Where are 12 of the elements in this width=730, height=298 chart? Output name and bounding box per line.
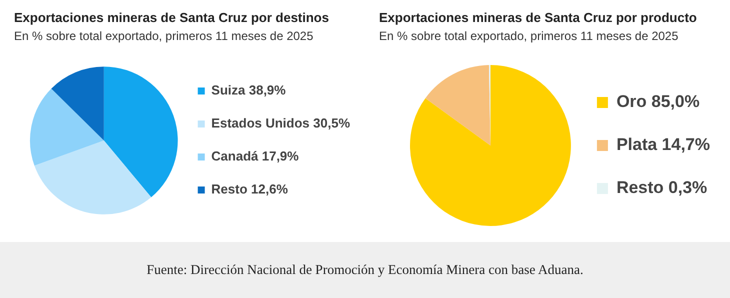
legend-label: Plata 14,7% xyxy=(616,135,710,154)
chart-subtitle: En % sobre total exportado, primeros 11 meses de 2025 xyxy=(14,29,314,43)
chart-title: Exportaciones mineras de Santa Cruz por destinos xyxy=(14,10,330,25)
legend-label: Resto 0,3% xyxy=(616,178,708,198)
chart-subtitle: En % sobre total exportado, primeros 11 meses de 2025 xyxy=(379,29,680,43)
legend-label: Suiza 38,9% xyxy=(211,82,286,98)
legend-label: Canadá 17,9% xyxy=(211,148,300,164)
source-note: Fuente: Dirección Nacional de Promoción y Economía Minera con base Aduana. xyxy=(0,242,730,298)
legend-label: Resto 12,6% xyxy=(211,182,288,197)
chart-title: Exportaciones mineras de Santa Cruz por producto xyxy=(379,10,698,25)
legend-label: Estados Unidos 30,5% xyxy=(211,116,350,131)
legend-label: Oro 85,0% xyxy=(616,92,700,112)
